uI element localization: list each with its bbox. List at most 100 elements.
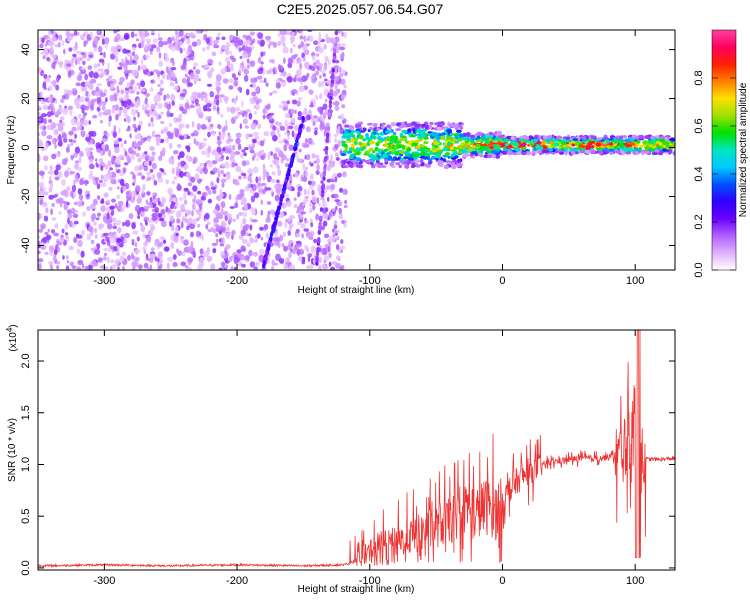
spectrogram-cell — [662, 141, 668, 146]
spectrogram-cell — [207, 221, 211, 225]
spectrogram-cell — [276, 164, 280, 170]
spectrogram-cell — [344, 143, 348, 149]
spectrogram-cell — [292, 32, 295, 36]
spectrogram-cell — [520, 138, 524, 141]
spectrogram-cell — [458, 138, 463, 142]
spectrogram-cell — [266, 103, 271, 111]
spectrogram-cell — [138, 120, 143, 127]
spectrogram-cell — [86, 57, 91, 62]
spectrogram-cell — [310, 65, 315, 71]
spectrogram-cell — [309, 35, 314, 43]
spectrogram-cell — [69, 171, 76, 175]
spectrogram-cell — [320, 192, 325, 197]
spectrogram-cell — [310, 101, 314, 107]
spectrogram-cell — [142, 246, 147, 251]
spectrogram-cell — [495, 154, 501, 159]
spectrogram-cell — [42, 104, 49, 111]
spectrogram-cell — [395, 158, 399, 161]
spectrogram-cell — [483, 154, 488, 158]
snr-scale-factor: (x104) — [5, 324, 19, 351]
spectrogram-cell — [51, 153, 57, 160]
spectrogram-cell — [151, 32, 155, 36]
spectrogram-cell — [278, 257, 285, 264]
spectrogram-cell — [221, 237, 225, 245]
snr-x-ticks: -300 -200 -100 0 100 — [93, 330, 644, 587]
spectrogram-cell — [205, 37, 211, 44]
spectrogram-cell — [239, 153, 244, 159]
spectrogram-cell — [330, 79, 334, 84]
spectrogram-cell — [322, 247, 328, 256]
spectrogram-cell — [247, 167, 253, 175]
spectrogram-cell — [251, 209, 256, 216]
spectrogram-cell — [297, 191, 300, 198]
spectrogram-cell — [84, 73, 89, 81]
spectrogram-cell — [76, 166, 83, 172]
spectrogram-cell — [168, 122, 173, 128]
spectrogram-cell — [111, 107, 116, 114]
spectrogram-cell — [320, 180, 324, 184]
spectrogram-cell — [59, 236, 65, 243]
spectrogram-cell — [172, 73, 176, 80]
spectrogram-cell — [210, 181, 214, 187]
spectrogram-cell — [262, 107, 267, 115]
spectrogram-cell — [151, 122, 155, 128]
spectrogram-cell — [442, 147, 448, 151]
spectrogram-cell — [371, 164, 376, 169]
spectrogram-cell — [338, 207, 342, 215]
spectrogram-cell — [249, 261, 256, 268]
spectrogram-cell — [304, 220, 309, 224]
spectrogram-cell — [220, 100, 223, 104]
spectrogram-cell — [136, 236, 140, 242]
spectrogram-cell — [187, 182, 192, 187]
spectrogram-cell — [241, 172, 247, 177]
spectrogram-cell — [385, 136, 391, 141]
spectrogram-cell — [241, 211, 248, 217]
spectrogram-cell — [134, 140, 137, 147]
spectrogram-cell — [304, 61, 310, 69]
spectrogram-cell — [404, 140, 409, 144]
spectrogram-cell — [262, 257, 267, 262]
spectrogram-cell — [212, 189, 217, 194]
spectrogram-cell — [500, 142, 506, 147]
spectrogram-cell — [297, 44, 302, 49]
spectrogram-cell — [220, 113, 224, 118]
spectrogram-cell — [414, 159, 420, 164]
spectrogram-cell — [250, 195, 256, 203]
spectrogram-cell — [68, 47, 73, 52]
spectrogram-cell — [318, 81, 322, 88]
spectrogram-cell — [246, 46, 252, 54]
spectrogram-cell — [167, 256, 174, 262]
spectrogram-cell — [228, 138, 234, 142]
spectrogram-cell — [322, 112, 327, 120]
spectrogram-cell — [105, 97, 108, 103]
spectrogram-cell — [195, 69, 201, 75]
spectrogram-cell — [234, 182, 240, 186]
spectrogram-cell — [81, 230, 85, 236]
spectrogram-cell — [126, 52, 133, 57]
spectrogram-cell — [50, 42, 55, 46]
spectrogram-cell — [170, 93, 176, 101]
spectrogram-cell — [588, 141, 593, 146]
spectrogram-cell — [494, 138, 499, 142]
spectrogram-cell — [180, 64, 186, 71]
spectrogram-cell — [133, 54, 139, 62]
spectrogram-cell — [61, 40, 65, 46]
spectrogram-cell — [39, 125, 44, 130]
spectrogram-cell — [131, 108, 136, 116]
spectrogram-cell — [71, 184, 77, 193]
colorbar-ticks: 0.00.20.40.60.8 — [693, 70, 736, 278]
spectrogram-cell — [248, 146, 255, 150]
spectrogram-cell — [355, 157, 362, 162]
spectrogram-cell — [50, 266, 54, 270]
spectrogram-cell — [191, 210, 194, 217]
spectrogram-cell — [295, 228, 300, 234]
spectrogram-cell — [280, 157, 284, 164]
spectrogram-cell — [70, 118, 77, 126]
spectrogram-cell — [134, 103, 137, 107]
spectrogram-cell — [93, 221, 97, 226]
spectrogram-cell — [291, 99, 298, 105]
spectrogram-cell — [62, 107, 69, 115]
spectrogram-cell — [644, 150, 651, 154]
spectrogram-cell — [149, 87, 154, 92]
spectrogram-cell — [202, 142, 207, 148]
